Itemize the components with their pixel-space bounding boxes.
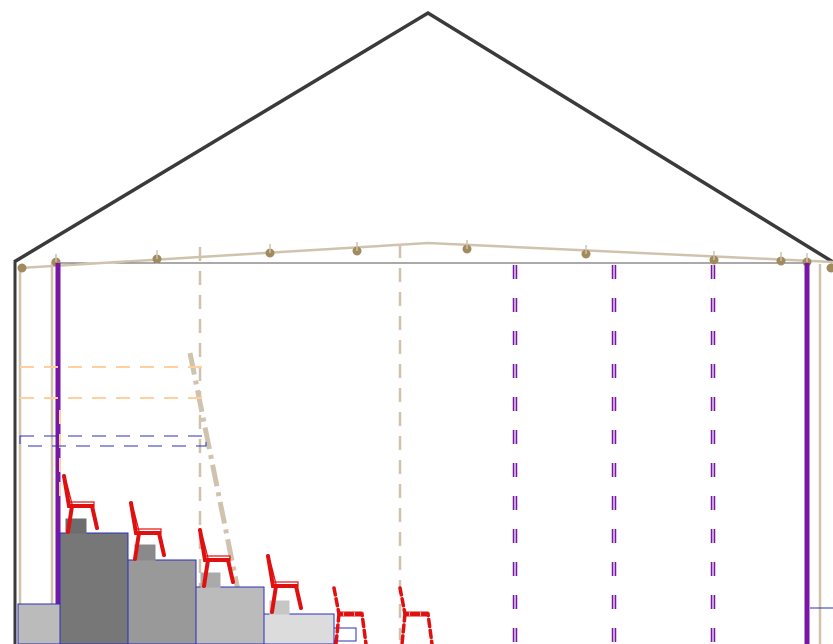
roof-bolt	[826, 263, 833, 273]
step-box	[333, 627, 357, 642]
seating-tiers	[17, 532, 357, 644]
chair	[129, 501, 166, 561]
roof-bolt	[17, 263, 27, 273]
seating-tier-4	[195, 586, 265, 644]
seating-tier-2	[59, 532, 129, 644]
truss-line	[19, 241, 833, 270]
roof-bolts	[17, 244, 833, 273]
blue-dashed-box	[19, 435, 207, 447]
chairs	[62, 474, 434, 644]
purple-dashed-columns	[512, 265, 716, 644]
chair	[198, 528, 235, 588]
seating-tier-1	[17, 603, 61, 644]
seating-tier-5	[263, 613, 335, 644]
chair-dashed	[332, 586, 368, 644]
roof-outline	[13, 10, 833, 264]
seating-tier-3	[127, 559, 197, 644]
chair-dashed	[398, 586, 434, 644]
chair	[62, 474, 99, 534]
chair	[266, 554, 303, 614]
